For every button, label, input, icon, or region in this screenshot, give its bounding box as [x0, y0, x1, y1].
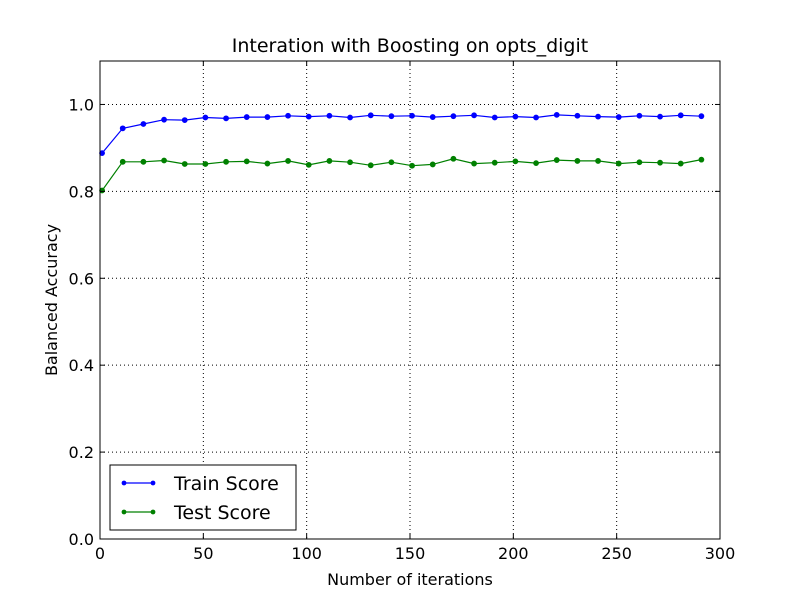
- test-score-point: [409, 162, 415, 169]
- y-tick-label: 0.4: [69, 356, 94, 375]
- test-score-point: [512, 158, 519, 165]
- chart-title: Interation with Boosting on opts_digit: [232, 35, 588, 57]
- train-score-point: [388, 113, 395, 120]
- train-score-point: [698, 113, 705, 120]
- x-tick-label: 250: [601, 544, 632, 563]
- test-score-point: [595, 158, 601, 164]
- test-score-point: [326, 158, 333, 164]
- test-score-point: [119, 158, 126, 165]
- test-score-point: [181, 161, 188, 167]
- train-score-point: [223, 115, 229, 122]
- x-tick-label: 0: [95, 544, 105, 563]
- test-score-point: [161, 157, 167, 164]
- train-score-point: [677, 112, 684, 119]
- train-score-legend-marker: [150, 480, 156, 486]
- y-tick-label: 1.0: [69, 95, 94, 114]
- train-score-point: [491, 114, 498, 121]
- x-tick-label: 300: [705, 544, 736, 563]
- test-score-point: [347, 159, 353, 166]
- train-score-point: [533, 114, 539, 121]
- y-tick-label: 0.0: [69, 530, 94, 549]
- legend-box: [109, 464, 297, 531]
- train-score-point: [140, 121, 147, 127]
- train-score-point: [657, 113, 663, 120]
- test-score-point: [491, 159, 498, 166]
- test-score-point: [574, 158, 581, 164]
- train-score-point: [512, 113, 519, 120]
- test-score-point: [698, 156, 705, 163]
- grid: [100, 61, 720, 539]
- test-score-point: [305, 161, 312, 168]
- test-score-legend-label: Test Score: [173, 502, 271, 524]
- train-score-point: [450, 113, 457, 120]
- test-score-point: [388, 159, 395, 166]
- train-score-point: [347, 114, 353, 121]
- train-score-point: [471, 112, 477, 119]
- test-score-point: [636, 159, 643, 166]
- ticks: 0 50 100 150 200 250 300 0.0 0.2 0.4 0.6 0.8 1.0: [69, 61, 736, 563]
- train-score-point: [429, 114, 436, 120]
- test-score-point: [677, 160, 684, 167]
- y-axis-title: Balanced Accuracy: [42, 224, 61, 376]
- test-score-point: [471, 160, 477, 167]
- train-score-point: [285, 112, 291, 119]
- test-score-point: [285, 158, 291, 164]
- train-score-line: [101, 114, 702, 154]
- train-score-point: [367, 112, 374, 119]
- test-score-point: [140, 158, 147, 165]
- y-tick-label: 0.2: [69, 443, 94, 462]
- train-score-point: [636, 112, 643, 119]
- test-score-legend-marker: [150, 509, 156, 515]
- train-score-point: [264, 114, 271, 120]
- train-score-point: [409, 112, 415, 119]
- train-score-legend-marker: [121, 480, 127, 486]
- y-tick-label: 0.6: [69, 269, 94, 288]
- train-score-point: [305, 113, 312, 120]
- test-score-point: [533, 160, 539, 167]
- x-axis-title: Number of iterations: [327, 570, 493, 589]
- x-tick-label: 150: [395, 544, 426, 563]
- train-score-point: [615, 114, 622, 120]
- train-score-point: [202, 114, 209, 121]
- test-score-point: [553, 157, 560, 163]
- legend: Train Score Test Score: [109, 464, 297, 531]
- train-score-point: [119, 125, 126, 132]
- test-score-point: [243, 158, 250, 165]
- test-score-point: [429, 161, 436, 168]
- test-score-point: [367, 162, 374, 169]
- train-score-point: [574, 112, 581, 119]
- x-tick-label: 200: [498, 544, 529, 563]
- train-score-point: [553, 111, 560, 118]
- test-score-legend-marker: [121, 509, 127, 515]
- series-layer: [99, 111, 705, 194]
- train-score-point: [161, 116, 167, 123]
- x-tick-label: 50: [193, 544, 213, 563]
- train-score-point: [326, 112, 333, 119]
- test-score-point: [657, 159, 663, 166]
- y-tick-label: 0.8: [69, 182, 94, 201]
- train-score-legend-label: Train Score: [173, 473, 279, 495]
- test-score-point: [450, 155, 457, 162]
- test-score-point: [615, 160, 622, 167]
- train-score-point: [595, 113, 601, 120]
- test-score-point: [202, 161, 209, 167]
- x-tick-label: 100: [291, 544, 322, 563]
- train-score-point: [181, 117, 188, 123]
- train-score-point: [243, 114, 250, 120]
- test-score-line: [101, 158, 702, 191]
- test-score-point: [264, 160, 271, 167]
- test-score-point: [223, 158, 229, 165]
